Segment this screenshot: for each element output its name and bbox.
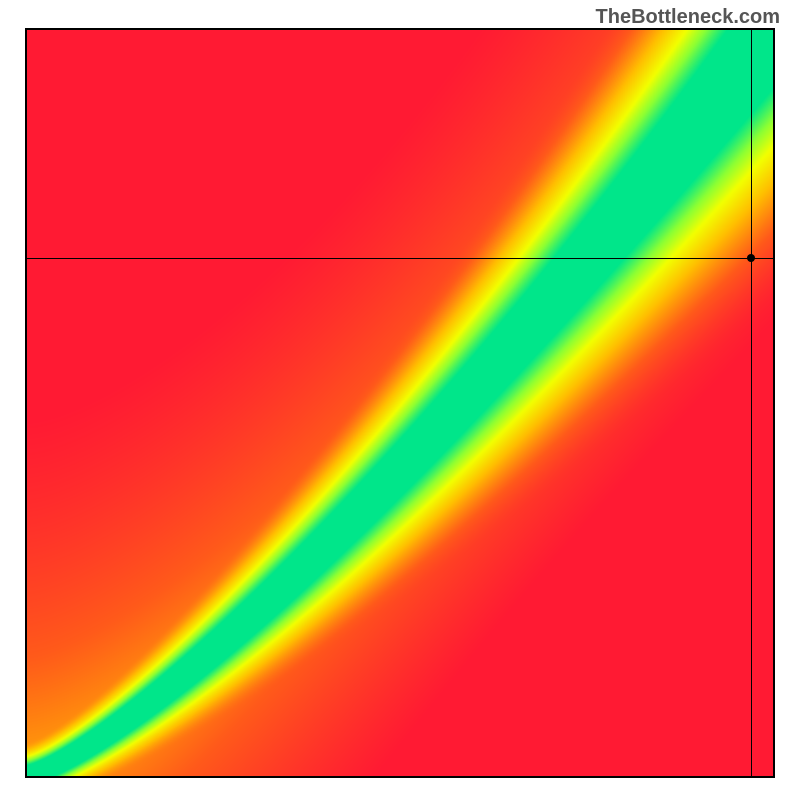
watermark-text: TheBottleneck.com (596, 6, 780, 29)
crosshair-horizontal (27, 258, 773, 259)
figure-container: TheBottleneck.com (0, 0, 800, 800)
heatmap-canvas (27, 30, 773, 776)
crosshair-vertical (751, 30, 752, 776)
heatmap-frame (25, 28, 775, 778)
selected-point-marker (747, 254, 755, 262)
